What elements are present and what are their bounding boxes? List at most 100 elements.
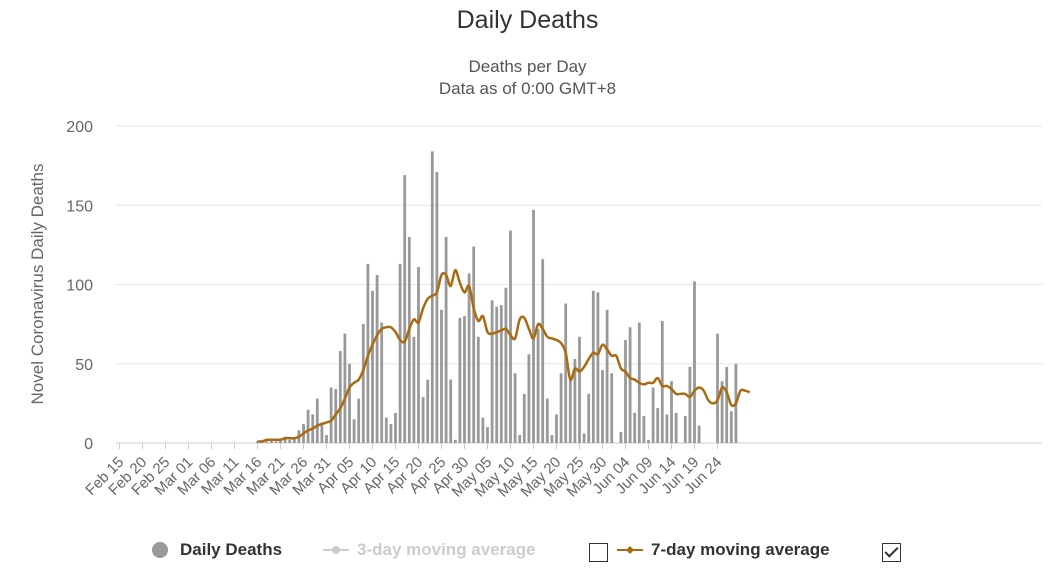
bar[interactable] [394, 412, 397, 443]
bar[interactable] [348, 363, 351, 443]
bar[interactable] [601, 370, 604, 443]
bar[interactable] [283, 436, 287, 443]
bar[interactable] [513, 373, 517, 443]
bar[interactable] [651, 387, 655, 443]
bar[interactable] [288, 439, 292, 443]
bar[interactable] [499, 305, 503, 443]
bar[interactable] [453, 439, 457, 443]
bar[interactable] [555, 414, 558, 443]
bar[interactable] [329, 387, 333, 443]
legend-item-7-day-average[interactable]: 7-day moving average [617, 540, 830, 560]
bar[interactable] [591, 290, 595, 443]
bar[interactable] [315, 398, 319, 443]
bar[interactable] [573, 358, 577, 443]
bar[interactable] [683, 416, 687, 443]
y-tick-label: 0 [84, 436, 93, 453]
bar[interactable] [430, 151, 434, 444]
bar[interactable] [532, 210, 535, 443]
bar[interactable] [697, 425, 701, 443]
bar[interactable] [656, 408, 660, 443]
legend-item-daily-deaths[interactable]: Daily Deaths [150, 540, 282, 560]
bar[interactable] [403, 175, 407, 443]
bar[interactable] [440, 309, 443, 443]
bar[interactable] [522, 393, 526, 443]
bar[interactable] [467, 273, 471, 443]
bar[interactable] [587, 393, 591, 443]
bar[interactable] [568, 379, 572, 443]
bar[interactable] [720, 381, 724, 443]
bar[interactable] [444, 236, 448, 443]
bar[interactable] [421, 397, 425, 443]
bar[interactable] [693, 281, 696, 443]
legend-item-3-day-average[interactable]: 3-day moving average [323, 540, 536, 560]
bar[interactable] [398, 263, 402, 443]
bar[interactable] [564, 303, 568, 443]
bar[interactable] [463, 316, 466, 443]
bar[interactable] [647, 439, 650, 443]
bar[interactable] [665, 414, 669, 443]
bar[interactable] [527, 354, 531, 443]
bar[interactable] [545, 398, 549, 443]
bar[interactable] [449, 379, 453, 443]
bar[interactable] [338, 351, 342, 443]
bar[interactable] [458, 317, 462, 443]
bar[interactable] [674, 412, 678, 443]
checkbox-3-day-average[interactable] [589, 543, 608, 562]
bar[interactable] [716, 333, 719, 443]
bar[interactable] [495, 306, 499, 443]
bar[interactable] [417, 267, 420, 443]
bar[interactable] [610, 373, 614, 443]
bar[interactable] [371, 290, 374, 443]
bar[interactable] [481, 417, 485, 443]
bar[interactable] [624, 339, 627, 443]
bar[interactable] [536, 328, 540, 443]
checkbox-7-day-average[interactable] [882, 543, 901, 562]
bar[interactable] [729, 411, 733, 443]
bar[interactable] [357, 398, 361, 443]
bar[interactable] [472, 246, 476, 443]
bar[interactable] [490, 300, 494, 443]
bar[interactable] [361, 324, 365, 443]
bar[interactable] [384, 417, 388, 443]
bar[interactable] [504, 287, 508, 443]
bar[interactable] [642, 416, 646, 443]
bar[interactable] [320, 422, 324, 443]
bar[interactable] [407, 236, 411, 443]
bar[interactable] [582, 433, 586, 443]
bar[interactable] [578, 336, 581, 443]
seven-day-average-path[interactable] [257, 268, 751, 443]
bar[interactable] [596, 292, 600, 443]
bar[interactable] [725, 366, 729, 443]
bar[interactable] [670, 381, 673, 443]
legend-label-3-day-average: 3-day moving average [357, 540, 536, 559]
bar[interactable] [352, 419, 356, 443]
bar[interactable] [292, 438, 296, 443]
bar[interactable] [476, 336, 480, 443]
checkmark-icon [884, 543, 899, 558]
bar[interactable] [375, 274, 379, 443]
bar[interactable] [559, 373, 563, 443]
bar[interactable] [274, 441, 278, 443]
bar[interactable] [518, 435, 522, 443]
bar[interactable] [633, 412, 637, 443]
bar[interactable] [265, 441, 269, 443]
subtitle-line-1: Deaths per Day [468, 57, 587, 76]
bar[interactable] [412, 336, 416, 443]
bar[interactable] [435, 171, 439, 443]
bar[interactable] [389, 423, 393, 443]
bar[interactable] [486, 427, 489, 443]
bar[interactable] [660, 320, 664, 443]
bar[interactable] [628, 327, 632, 443]
bar[interactable] [619, 431, 623, 443]
bar[interactable] [688, 366, 692, 443]
bar[interactable] [325, 435, 328, 443]
bar[interactable] [605, 309, 609, 443]
bar[interactable] [380, 322, 384, 443]
bar[interactable] [550, 435, 554, 443]
bar[interactable] [306, 409, 310, 443]
bar[interactable] [426, 379, 430, 443]
bar[interactable] [343, 333, 347, 443]
bar[interactable] [269, 439, 273, 443]
bar[interactable] [541, 259, 545, 443]
